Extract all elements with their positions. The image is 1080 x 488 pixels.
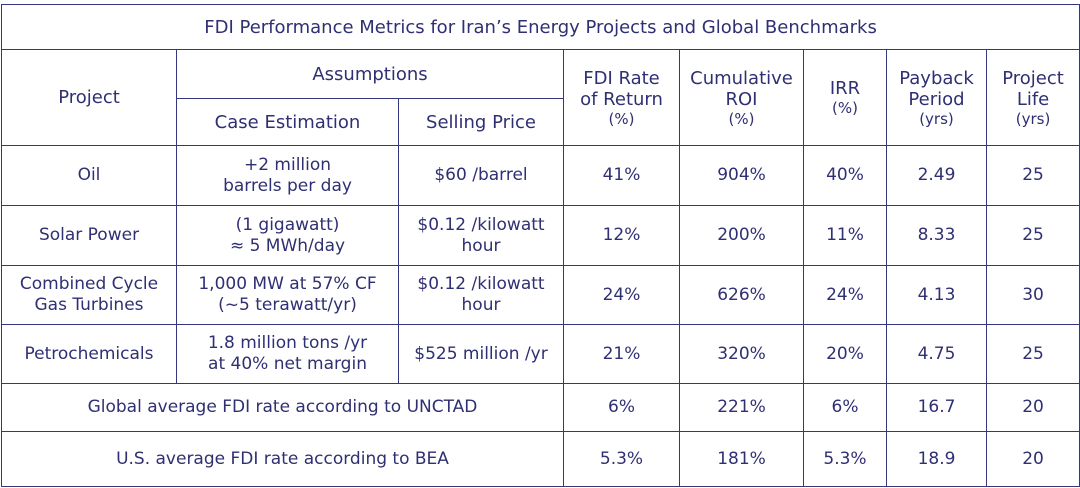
header-case-estimation: Case Estimation	[176, 98, 399, 146]
header-selling-price: Selling Price	[398, 98, 564, 146]
cell-irr: 11%	[803, 205, 887, 266]
header-irr: IRR (%)	[803, 49, 887, 146]
header-life-line1: Project	[1002, 67, 1064, 89]
price-line1: $60 /barrel	[434, 165, 528, 185]
cell-payback: 4.75	[886, 324, 987, 384]
project-name: Solar Power	[38, 225, 140, 245]
case-line2: barrels per day	[223, 175, 352, 196]
header-project: Project	[1, 49, 177, 146]
cell-life: 20	[985, 383, 1080, 432]
header-irr-unit: (%)	[832, 99, 858, 117]
header-row-1: Project Assumptions FDI Rate of Return (…	[1, 49, 1080, 146]
header-payback-line2: Period	[908, 88, 965, 110]
header-fdi-rate-unit: (%)	[608, 109, 635, 128]
cell-fdi: 41%	[563, 145, 680, 206]
header-payback-unit: (yrs)	[919, 109, 954, 128]
header-roi-line1: Cumulative	[690, 67, 793, 89]
cell-project: Oil	[1, 145, 177, 206]
price-line1: $0.12 /kilowatt	[417, 214, 545, 235]
cell-life: 25	[985, 324, 1080, 384]
benchmark-label: Global average FDI rate according to UNC…	[1, 383, 564, 432]
project-name-line1: Combined Cycle	[19, 274, 159, 294]
cell-payback: 8.33	[886, 205, 987, 266]
cell-roi: 626%	[679, 265, 804, 325]
cell-irr: 40%	[803, 145, 887, 206]
cell-fdi: 21%	[563, 324, 680, 384]
cell-roi: 200%	[679, 205, 804, 266]
cell-roi: 904%	[679, 145, 804, 206]
header-project-life: Project Life (yrs)	[985, 49, 1080, 146]
cell-payback: 18.9	[886, 431, 987, 487]
case-line2: (~5 terawatt/yr)	[218, 295, 357, 315]
case-line1: 1.8 million tons /yr	[207, 333, 368, 353]
header-roi-line2: ROI	[725, 88, 758, 110]
case-line2: at 40% net margin	[208, 354, 367, 374]
cell-roi: 181%	[679, 431, 804, 487]
cell-price: $525 million /yr	[398, 324, 564, 384]
case-line2: ≈ 5 MWh/day	[229, 235, 346, 256]
cell-case: (1 gigawatt) ≈ 5 MWh/day	[176, 205, 399, 266]
cell-case: 1.8 million tons /yr at 40% net margin	[176, 324, 399, 384]
table-row: Petrochemicals 1.8 million tons /yr at 4…	[1, 324, 1080, 384]
cell-price: $0.12 /kilowatt hour	[398, 265, 564, 325]
header-fdi-rate: FDI Rate of Return (%)	[563, 49, 680, 146]
benchmark-row: Global average FDI rate according to UNC…	[1, 383, 1080, 432]
price-line1: $525 million /yr	[414, 343, 548, 364]
fdi-metrics-table: FDI Performance Metrics for Iran’s Energ…	[0, 4, 1080, 487]
header-assumptions: Assumptions	[176, 49, 564, 99]
price-line2: hour	[461, 235, 501, 256]
header-irr-line1: IRR	[829, 78, 861, 99]
cell-project: Solar Power	[1, 205, 177, 266]
benchmark-label: U.S. average FDI rate according to BEA	[1, 431, 564, 487]
table-row: Solar Power (1 gigawatt) ≈ 5 MWh/day $0.…	[1, 205, 1080, 266]
cell-price: $60 /barrel	[398, 145, 564, 206]
cell-fdi: 5.3%	[563, 431, 680, 487]
cell-payback: 4.13	[886, 265, 987, 325]
cell-roi: 221%	[679, 383, 804, 432]
price-line2: hour	[461, 295, 501, 315]
header-payback: Payback Period (yrs)	[886, 49, 987, 146]
case-line1: +2 million	[243, 154, 332, 175]
header-life-unit: (yrs)	[1015, 109, 1051, 128]
cell-project: Combined Cycle Gas Turbines	[1, 265, 177, 325]
header-fdi-rate-line2: of Return	[580, 88, 663, 110]
project-name: Oil	[77, 165, 101, 185]
cell-irr: 20%	[803, 324, 887, 384]
cell-payback: 2.49	[886, 145, 987, 206]
cell-project: Petrochemicals	[1, 324, 177, 384]
project-name-line2: Gas Turbines	[34, 295, 144, 315]
table-row: Combined Cycle Gas Turbines 1,000 MW at …	[1, 265, 1080, 325]
cell-life: 20	[985, 431, 1080, 487]
cell-price: $0.12 /kilowatt hour	[398, 205, 564, 266]
cell-case: 1,000 MW at 57% CF (~5 terawatt/yr)	[176, 265, 399, 325]
cell-roi: 320%	[679, 324, 804, 384]
cell-fdi: 24%	[563, 265, 680, 325]
price-line1: $0.12 /kilowatt	[417, 274, 545, 294]
table-title: FDI Performance Metrics for Iran’s Energ…	[0, 4, 1080, 50]
benchmark-row: U.S. average FDI rate according to BEA 5…	[1, 431, 1080, 487]
cell-irr: 5.3%	[803, 431, 887, 487]
header-cumulative-roi: Cumulative ROI (%)	[679, 49, 804, 146]
header-row-2: Case Estimation Selling Price	[2, 98, 1080, 146]
header-life-line2: Life	[1016, 88, 1050, 110]
title-row: FDI Performance Metrics for Iran’s Energ…	[0, 4, 1080, 50]
cell-case: +2 million barrels per day	[176, 145, 399, 206]
table-row: Oil +2 million barrels per day $60 /barr…	[1, 145, 1080, 206]
case-line1: 1,000 MW at 57% CF	[198, 274, 377, 294]
case-line1: (1 gigawatt)	[235, 214, 340, 235]
cell-fdi: 12%	[563, 205, 680, 266]
header-roi-unit: (%)	[728, 109, 755, 128]
header-fdi-rate-line1: FDI Rate	[583, 67, 660, 89]
cell-life: 25	[985, 205, 1080, 266]
cell-irr: 24%	[803, 265, 887, 325]
header-payback-line1: Payback	[899, 67, 974, 89]
cell-life: 25	[985, 145, 1080, 206]
cell-life: 30	[985, 265, 1080, 325]
project-name: Petrochemicals	[24, 343, 154, 364]
cell-fdi: 6%	[563, 383, 680, 432]
cell-payback: 16.7	[886, 383, 987, 432]
cell-irr: 6%	[803, 383, 887, 432]
